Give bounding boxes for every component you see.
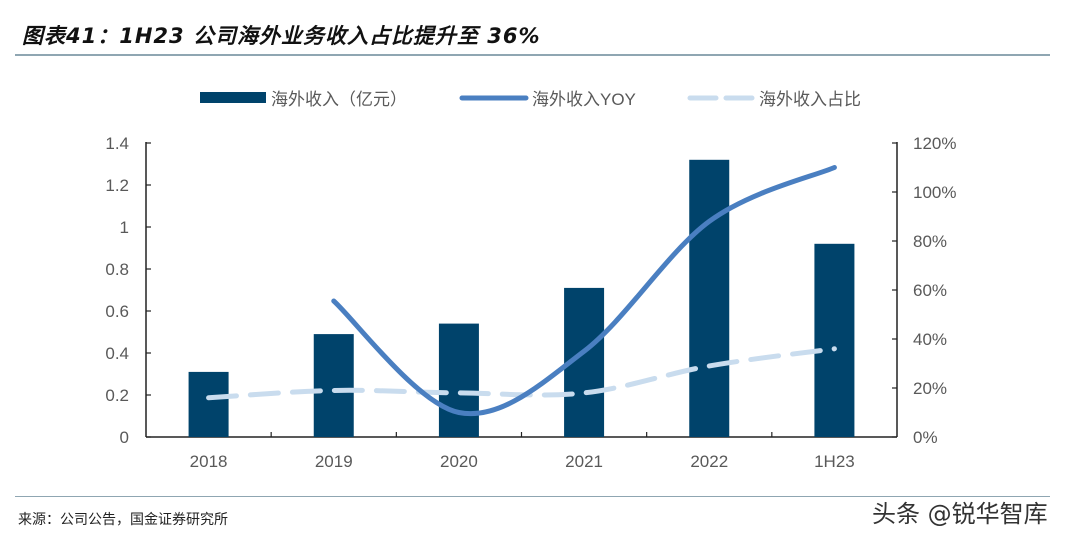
left-tick-label: 0.2 <box>105 386 129 405</box>
legend-label-share: 海外收入占比 <box>759 90 861 109</box>
bar-2019 <box>313 334 354 437</box>
x-tick-label: 2020 <box>440 452 478 471</box>
left-tick-label: 0.6 <box>105 302 129 321</box>
left-tick-label: 0.4 <box>105 344 129 363</box>
bar-1H23 <box>814 243 855 437</box>
right-tick-label: 20% <box>913 379 947 398</box>
bar-2018 <box>188 371 229 437</box>
source-note: 来源：公司公告，国金证券研究所 <box>18 512 228 528</box>
right-tick-label: 120% <box>913 134 956 153</box>
bar-2020 <box>438 323 479 437</box>
left-tick-label: 1.2 <box>105 176 129 195</box>
legend-label-bar: 海外收入（亿元） <box>271 90 407 109</box>
yoy-line <box>331 165 837 417</box>
right-tick-label: 0% <box>913 428 938 447</box>
chart: 海外收入（亿元） 海外收入YOY 海外收入占比 0 0.2 0.4 0.6 0.8 1 1.… <box>105 90 956 471</box>
figure-title: 图表41：1H23 公司海外业务收入占比提升至 36% <box>22 24 541 48</box>
legend-swatch-bar <box>200 92 266 103</box>
x-tick-label: 2021 <box>565 452 603 471</box>
right-tick-label: 80% <box>913 232 947 251</box>
watermark: 头条 @锐华智库 <box>872 500 1048 528</box>
x-tick-label: 2019 <box>315 452 353 471</box>
x-tick-label: 1H23 <box>814 452 855 471</box>
right-tick-label: 40% <box>913 330 947 349</box>
right-tick-label: 100% <box>913 183 956 202</box>
right-tick-label: 60% <box>913 281 947 300</box>
left-tick-label: 0.8 <box>105 260 129 279</box>
bar-2022 <box>689 159 730 438</box>
left-tick-label: 1 <box>120 218 129 237</box>
left-tick-label: 1.4 <box>105 134 129 153</box>
source-divider <box>15 496 1050 497</box>
x-tick-label: 2018 <box>190 452 228 471</box>
share-line <box>206 346 837 401</box>
legend-label-yoy: 海外收入YOY <box>532 90 636 109</box>
title-divider <box>15 54 1050 56</box>
x-tick-label: 2022 <box>690 452 728 471</box>
legend: 海外收入（亿元） 海外收入YOY 海外收入占比 <box>200 90 861 109</box>
left-tick-label: 0 <box>120 428 129 447</box>
